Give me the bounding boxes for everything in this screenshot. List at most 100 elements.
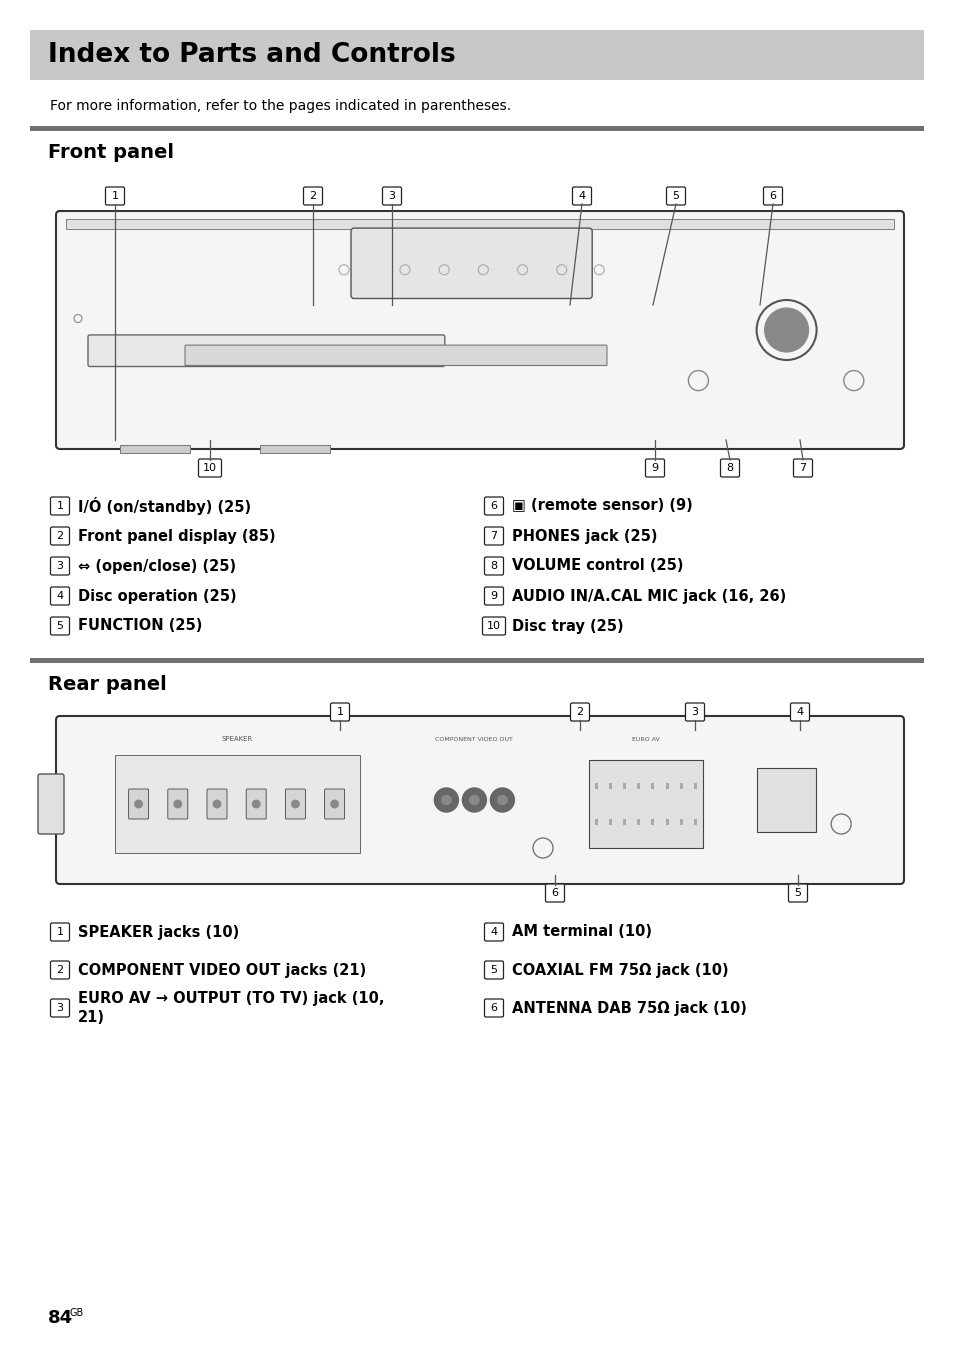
Bar — [622, 783, 625, 790]
Text: PHONES jack (25): PHONES jack (25) — [512, 529, 657, 544]
FancyBboxPatch shape — [484, 498, 503, 515]
FancyBboxPatch shape — [168, 790, 188, 819]
FancyBboxPatch shape — [88, 335, 444, 366]
FancyBboxPatch shape — [51, 557, 70, 575]
Circle shape — [213, 800, 221, 808]
Text: 6: 6 — [490, 502, 497, 511]
Text: Front panel display (85): Front panel display (85) — [78, 529, 275, 544]
FancyBboxPatch shape — [788, 884, 806, 902]
Circle shape — [331, 800, 338, 808]
FancyBboxPatch shape — [484, 527, 503, 545]
Text: 1: 1 — [336, 707, 343, 717]
Text: 9: 9 — [490, 591, 497, 602]
Circle shape — [252, 800, 260, 808]
Text: 4: 4 — [490, 927, 497, 937]
Circle shape — [434, 788, 458, 813]
FancyBboxPatch shape — [51, 587, 70, 604]
Bar — [608, 818, 611, 825]
FancyBboxPatch shape — [51, 527, 70, 545]
Bar — [115, 754, 360, 853]
Text: 3: 3 — [691, 707, 698, 717]
FancyBboxPatch shape — [685, 703, 703, 721]
Text: 4: 4 — [578, 191, 585, 201]
FancyBboxPatch shape — [482, 617, 505, 635]
Circle shape — [490, 788, 514, 813]
Text: COMPONENT VIDEO OUT: COMPONENT VIDEO OUT — [435, 737, 513, 742]
Bar — [679, 818, 682, 825]
Text: 3: 3 — [388, 191, 395, 201]
Text: 10: 10 — [486, 621, 500, 631]
Text: 7: 7 — [799, 462, 805, 473]
Bar — [651, 783, 654, 790]
Text: GB: GB — [70, 1307, 84, 1318]
Text: 84: 84 — [48, 1309, 73, 1328]
FancyBboxPatch shape — [246, 790, 266, 819]
FancyBboxPatch shape — [185, 345, 606, 365]
Text: For more information, refer to the pages indicated in parentheses.: For more information, refer to the pages… — [50, 99, 511, 114]
Bar — [637, 818, 639, 825]
Text: I/Ó (on/standby) (25): I/Ó (on/standby) (25) — [78, 498, 251, 515]
Text: 5: 5 — [794, 888, 801, 898]
Text: 1: 1 — [56, 502, 64, 511]
Text: 2: 2 — [309, 191, 316, 201]
Text: 6: 6 — [490, 1003, 497, 1013]
Text: 2: 2 — [56, 965, 64, 975]
FancyBboxPatch shape — [484, 999, 503, 1017]
Bar — [30, 30, 923, 80]
Bar — [608, 783, 611, 790]
Circle shape — [462, 788, 486, 813]
Bar — [594, 818, 598, 825]
Text: SPEAKER jacks (10): SPEAKER jacks (10) — [78, 925, 239, 940]
Text: 2: 2 — [576, 707, 583, 717]
Bar — [665, 818, 668, 825]
Circle shape — [173, 800, 182, 808]
FancyBboxPatch shape — [330, 703, 349, 721]
Circle shape — [134, 800, 142, 808]
Text: 4: 4 — [56, 591, 64, 602]
Text: AUDIO IN/A.CAL MIC jack (16, 26): AUDIO IN/A.CAL MIC jack (16, 26) — [512, 588, 785, 603]
Bar — [30, 658, 923, 662]
Bar — [30, 126, 923, 131]
Bar — [120, 445, 190, 453]
Text: 1: 1 — [56, 927, 64, 937]
FancyBboxPatch shape — [484, 961, 503, 979]
FancyBboxPatch shape — [207, 790, 227, 819]
Text: ⇔ (open/close) (25): ⇔ (open/close) (25) — [78, 558, 236, 573]
Bar — [589, 760, 701, 848]
FancyBboxPatch shape — [484, 587, 503, 604]
Text: Rear panel: Rear panel — [48, 675, 167, 694]
Text: Disc operation (25): Disc operation (25) — [78, 588, 236, 603]
Bar — [260, 445, 330, 453]
FancyBboxPatch shape — [762, 187, 781, 206]
FancyBboxPatch shape — [106, 187, 125, 206]
Text: Front panel: Front panel — [48, 142, 173, 161]
FancyBboxPatch shape — [790, 703, 809, 721]
Text: 2: 2 — [56, 531, 64, 541]
FancyBboxPatch shape — [484, 923, 503, 941]
Text: 6: 6 — [551, 888, 558, 898]
FancyBboxPatch shape — [51, 617, 70, 635]
Text: SPEAKER: SPEAKER — [222, 737, 253, 742]
Bar — [622, 818, 625, 825]
Text: EURO AV: EURO AV — [631, 737, 659, 742]
Text: Disc tray (25): Disc tray (25) — [512, 618, 623, 634]
Circle shape — [441, 795, 451, 804]
FancyBboxPatch shape — [285, 790, 305, 819]
Text: AM terminal (10): AM terminal (10) — [512, 925, 651, 940]
Text: VOLUME control (25): VOLUME control (25) — [512, 558, 682, 573]
FancyBboxPatch shape — [56, 717, 903, 884]
FancyBboxPatch shape — [645, 458, 664, 477]
Text: EURO AV → OUTPUT (TO TV) jack (10,: EURO AV → OUTPUT (TO TV) jack (10, — [78, 991, 384, 1006]
Text: ▣ (remote sensor) (9): ▣ (remote sensor) (9) — [512, 499, 692, 514]
FancyBboxPatch shape — [51, 999, 70, 1017]
FancyBboxPatch shape — [572, 187, 591, 206]
FancyBboxPatch shape — [570, 703, 589, 721]
Text: ANTENNA DAB 75Ω jack (10): ANTENNA DAB 75Ω jack (10) — [512, 1000, 746, 1015]
Circle shape — [497, 795, 507, 804]
FancyBboxPatch shape — [324, 790, 344, 819]
Text: FUNCTION (25): FUNCTION (25) — [78, 618, 202, 634]
FancyBboxPatch shape — [666, 187, 685, 206]
FancyBboxPatch shape — [351, 228, 592, 299]
Text: 7: 7 — [490, 531, 497, 541]
FancyBboxPatch shape — [51, 498, 70, 515]
